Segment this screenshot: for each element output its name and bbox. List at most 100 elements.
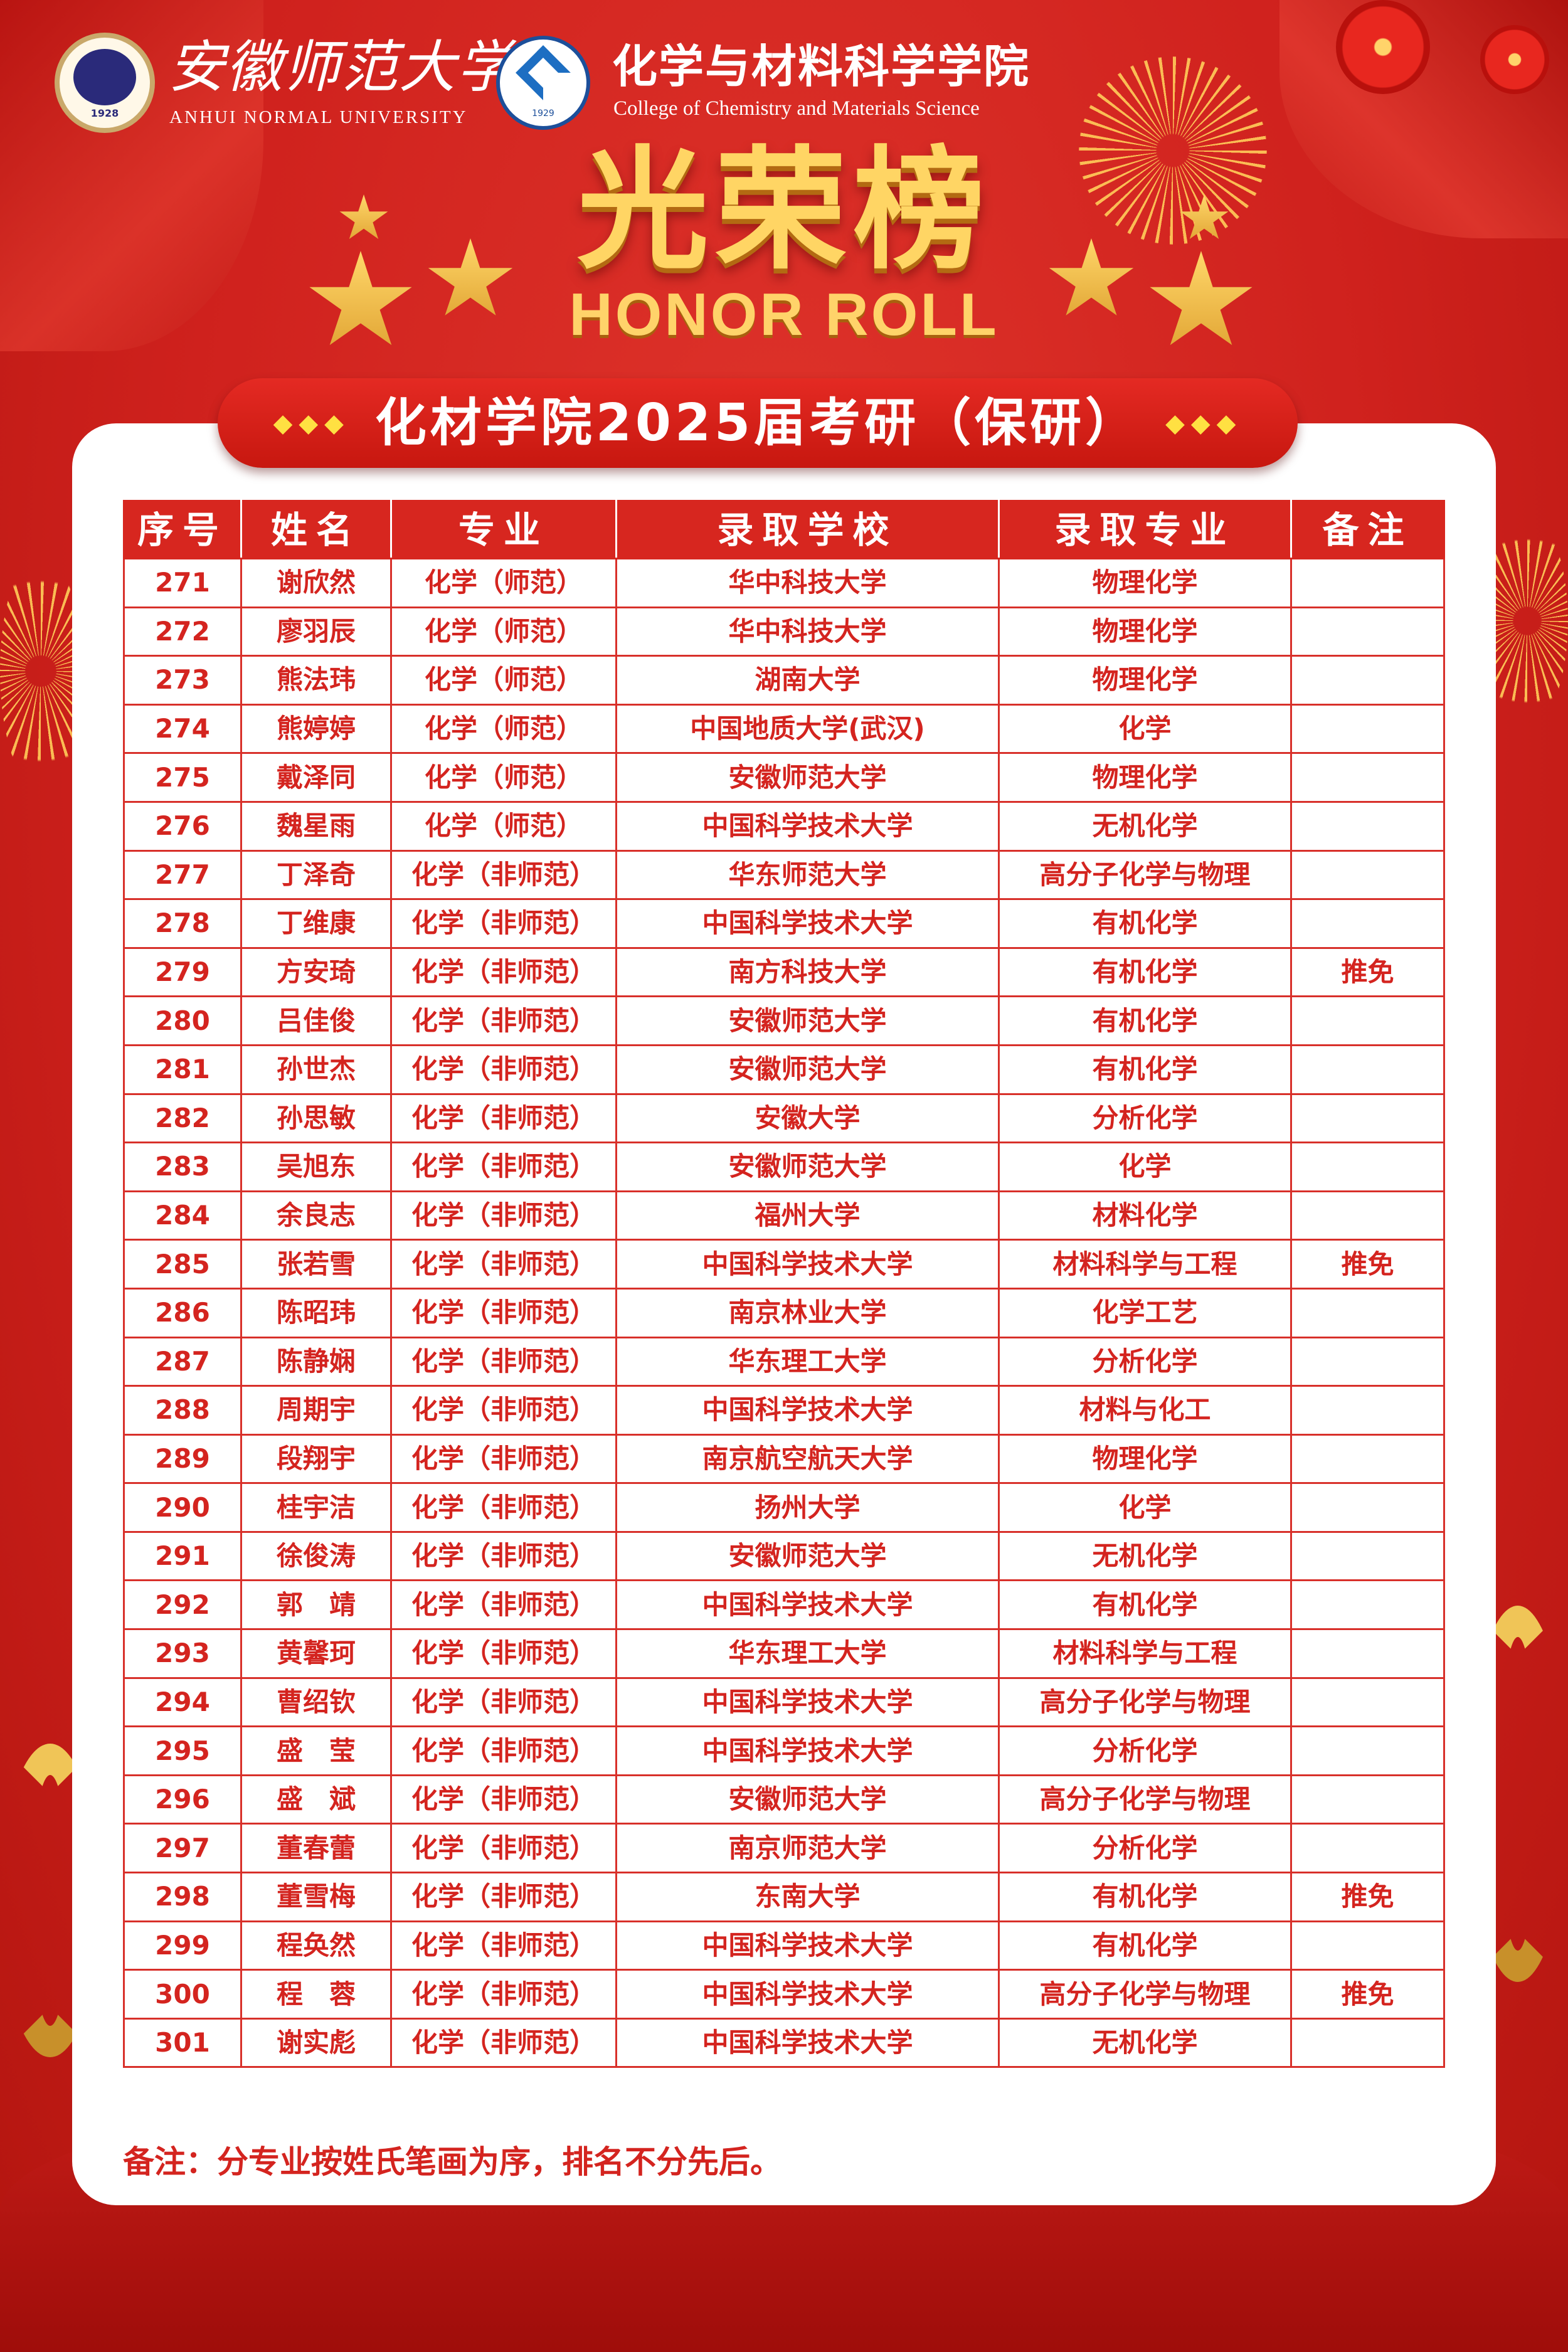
table-header-row: 序号 姓名 专业 录取学校 录取专业 备注 xyxy=(123,500,1445,559)
cell-name: 余良志 xyxy=(240,1190,392,1241)
cell-major: 化学（非师范） xyxy=(390,1628,617,1679)
cell-school: 华东理工大学 xyxy=(615,1336,1000,1387)
cell-major: 化学（非师范） xyxy=(390,1530,617,1582)
table-row: 280 吕佳俊 化学（非师范） 安徽师范大学 有机化学 xyxy=(123,995,1445,1046)
cell-school: 南京林业大学 xyxy=(615,1287,1000,1338)
college-name-cn: 化学与材料科学学院 xyxy=(612,40,1030,93)
cell-school: 中国科学技术大学 xyxy=(615,1579,1000,1631)
cell-admit-major: 材料化学 xyxy=(998,1190,1292,1241)
cell-admit-major: 化学工艺 xyxy=(998,1287,1292,1338)
college-logo: 1929 xyxy=(496,36,590,130)
cell-school: 安徽大学 xyxy=(615,1093,1000,1144)
cell-note xyxy=(1290,995,1445,1046)
subtitle-text: 化材学院2025届考研（保研） xyxy=(374,393,1141,453)
plum-flower-decoration xyxy=(1480,25,1549,94)
cell-name: 熊法玮 xyxy=(240,655,392,706)
cell-name: 魏星雨 xyxy=(240,800,392,852)
cell-school: 福州大学 xyxy=(615,1190,1000,1241)
cell-note: 推免 xyxy=(1290,1872,1445,1922)
cell-major: 化学（非师范） xyxy=(390,1677,617,1728)
cell-number: 301 xyxy=(123,2017,242,2069)
cell-note xyxy=(1290,849,1445,901)
cell-school: 安徽师范大学 xyxy=(615,1530,1000,1582)
cell-major: 化学（非师范） xyxy=(390,1823,617,1874)
table-row: 276 魏星雨 化学（师范） 中国科学技术大学 无机化学 xyxy=(123,800,1445,852)
cell-note xyxy=(1290,606,1445,657)
cell-note: 推免 xyxy=(1290,1239,1445,1290)
cell-admit-major: 化学 xyxy=(998,1482,1292,1533)
cell-name: 熊婷婷 xyxy=(240,703,392,755)
cell-admit-major: 材料科学与工程 xyxy=(998,1239,1292,1290)
table-row: 282 孙思敏 化学（非师范） 安徽大学 分析化学 xyxy=(123,1093,1445,1144)
cell-school: 安徽师范大学 xyxy=(615,1142,1000,1192)
cell-name: 张若雪 xyxy=(240,1239,392,1290)
cell-admit-major: 有机化学 xyxy=(998,1920,1292,1971)
logo-year: 1929 xyxy=(532,109,554,119)
table-row: 297 董春蕾 化学（非师范） 南京师范大学 分析化学 xyxy=(123,1823,1445,1874)
diamond-ornament-icon: ◆◆◆ xyxy=(273,408,350,438)
cell-school: 南京师范大学 xyxy=(615,1823,1000,1874)
cell-number: 275 xyxy=(123,752,242,803)
cell-school: 中国科学技术大学 xyxy=(615,800,1000,852)
cell-admit-major: 无机化学 xyxy=(998,1530,1292,1582)
cell-school: 中国地质大学(武汉) xyxy=(615,703,1000,755)
cell-note xyxy=(1290,752,1445,803)
firework-decoration xyxy=(1486,514,1568,728)
cell-note xyxy=(1290,2017,1445,2069)
table-row: 289 段翔宇 化学（非师范） 南京航空航天大学 物理化学 xyxy=(123,1433,1445,1485)
cell-name: 戴泽同 xyxy=(240,752,392,803)
university-name-cn: 安徽师范大学 xyxy=(168,34,514,100)
college-name-en: College of Chemistry and Materials Scien… xyxy=(613,97,980,120)
column-header-note: 备注 xyxy=(1290,500,1445,559)
table-row: 284 余良志 化学（非师范） 福州大学 材料化学 xyxy=(123,1190,1445,1241)
firework-decoration xyxy=(0,552,82,790)
cell-number: 291 xyxy=(123,1530,242,1582)
cell-admit-major: 材料与化工 xyxy=(998,1385,1292,1436)
cell-number: 288 xyxy=(123,1385,242,1436)
table-row: 274 熊婷婷 化学（师范） 中国地质大学(武汉) 化学 xyxy=(123,703,1445,755)
cell-admit-major: 有机化学 xyxy=(998,1044,1292,1095)
table-row: 281 孙世杰 化学（非师范） 安徽师范大学 有机化学 xyxy=(123,1044,1445,1095)
cell-school: 华中科技大学 xyxy=(615,606,1000,657)
cell-name: 孙世杰 xyxy=(240,1044,392,1095)
table-row: 301 谢实彪 化学（非师范） 中国科学技术大学 无机化学 xyxy=(123,2017,1445,2069)
honor-roll-title-en: HONOR ROLL xyxy=(569,281,999,348)
cell-admit-major: 物理化学 xyxy=(998,655,1292,706)
cell-note xyxy=(1290,655,1445,706)
cell-school: 南京航空航天大学 xyxy=(615,1433,1000,1485)
cell-number: 278 xyxy=(123,898,242,949)
cell-name: 董雪梅 xyxy=(240,1872,392,1922)
cell-name: 谢欣然 xyxy=(240,558,392,608)
cell-number: 297 xyxy=(123,1823,242,1874)
cell-major: 化学（非师范） xyxy=(390,1920,617,1971)
cell-note xyxy=(1290,1336,1445,1387)
cell-number: 290 xyxy=(123,1482,242,1533)
cell-major: 化学（非师范） xyxy=(390,946,617,998)
cell-school: 中国科学技术大学 xyxy=(615,1920,1000,1971)
cell-name: 方安琦 xyxy=(240,946,392,998)
table-row: 294 曹绍钦 化学（非师范） 中国科学技术大学 高分子化学与物理 xyxy=(123,1677,1445,1728)
cell-note xyxy=(1290,1823,1445,1874)
cell-admit-major: 物理化学 xyxy=(998,558,1292,608)
cell-major: 化学（非师范） xyxy=(390,1725,617,1776)
cell-name: 周期宇 xyxy=(240,1385,392,1436)
cell-major: 化学（非师范） xyxy=(390,1044,617,1095)
cell-number: 272 xyxy=(123,606,242,657)
cell-school: 中国科学技术大学 xyxy=(615,1239,1000,1290)
table-row: 275 戴泽同 化学（师范） 安徽师范大学 物理化学 xyxy=(123,752,1445,803)
cell-major: 化学（非师范） xyxy=(390,849,617,901)
cell-note xyxy=(1290,1774,1445,1825)
cell-note xyxy=(1290,1093,1445,1144)
cell-name: 段翔宇 xyxy=(240,1433,392,1485)
cell-school: 华东理工大学 xyxy=(615,1628,1000,1679)
cell-admit-major: 物理化学 xyxy=(998,1433,1292,1485)
cell-major: 化学（非师范） xyxy=(390,1969,617,2020)
cell-major: 化学（非师范） xyxy=(390,1774,617,1825)
cell-note xyxy=(1290,898,1445,949)
cell-number: 274 xyxy=(123,703,242,755)
table-row: 295 盛 莹化学（非师范） 中国科学技术大学 分析化学 xyxy=(123,1725,1445,1776)
cell-note xyxy=(1290,1385,1445,1436)
cell-name: 丁维康 xyxy=(240,898,392,949)
cell-name: 黄馨珂 xyxy=(240,1628,392,1679)
table-row: 271 谢欣然 化学（师范） 华中科技大学 物理化学 xyxy=(123,558,1445,608)
